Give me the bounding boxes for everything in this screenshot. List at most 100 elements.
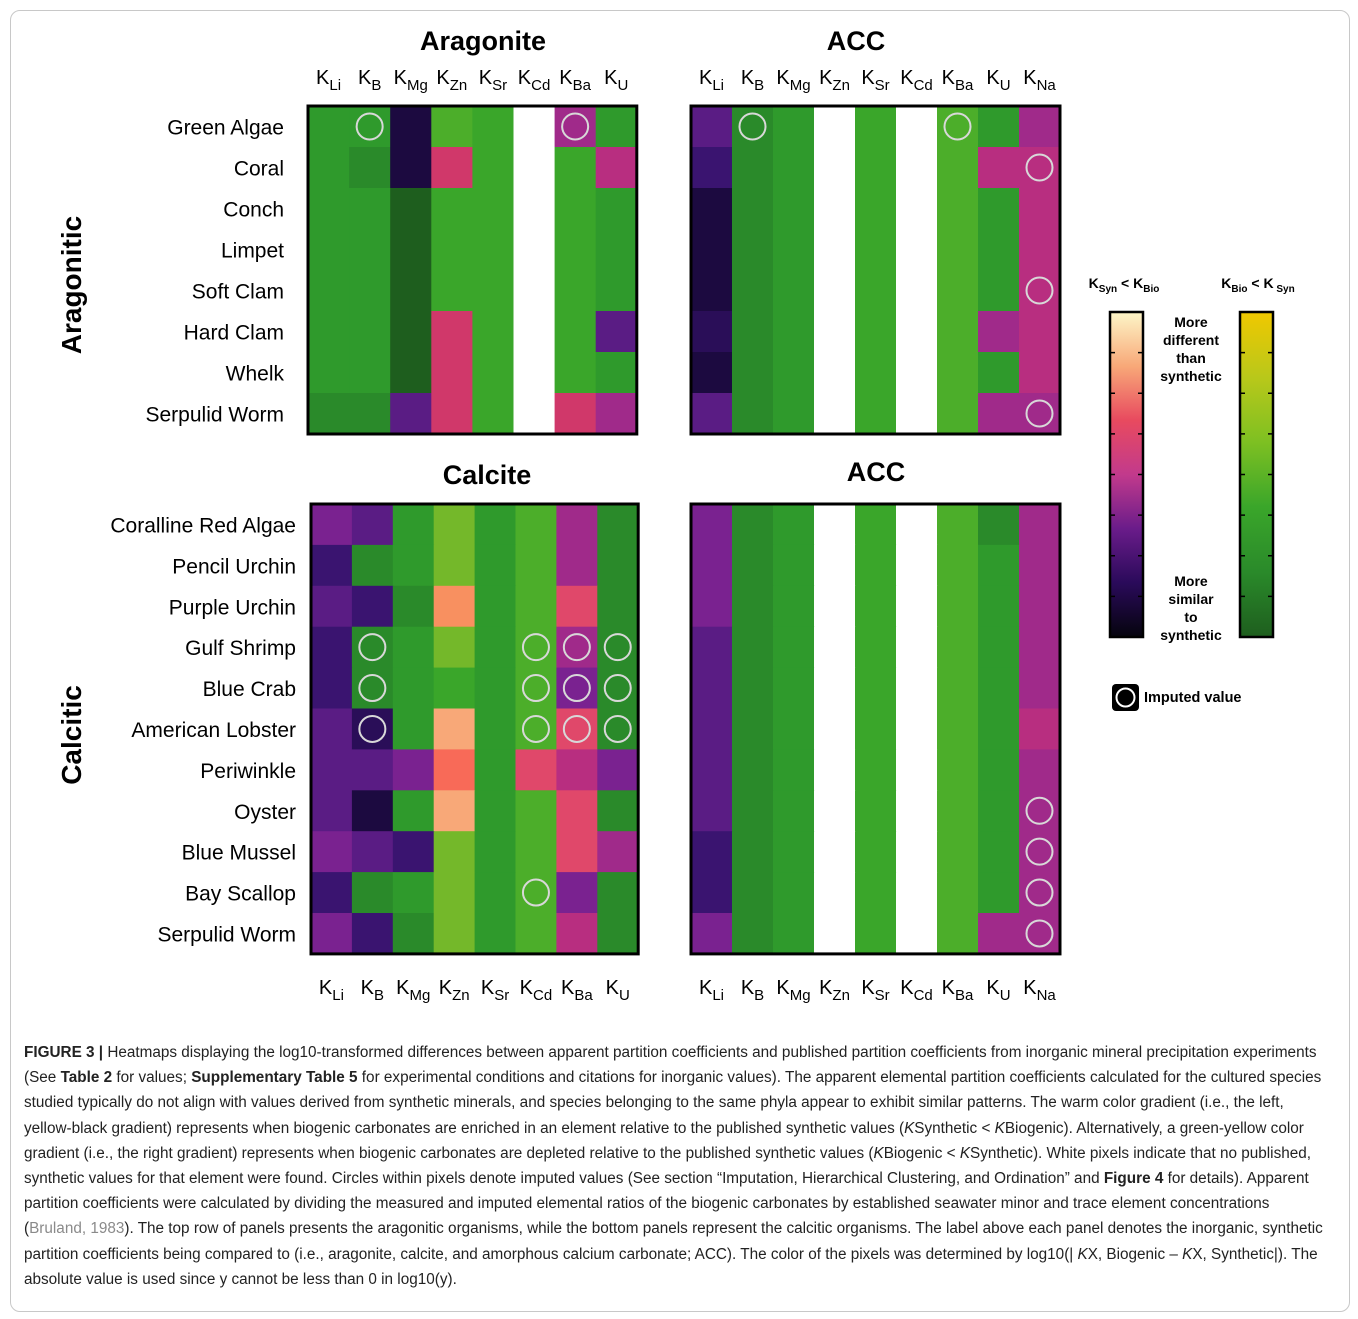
caption-text: X, Synthetic|). The absolute value is us… xyxy=(24,1245,1318,1288)
heatmap-cell xyxy=(515,585,557,628)
legend-more-similar-text: synthetic xyxy=(1160,627,1222,643)
heatmap-cell xyxy=(773,229,815,271)
heatmap-cell xyxy=(513,106,556,148)
imputed-value-circle xyxy=(358,714,387,743)
heatmap-cell xyxy=(978,270,1020,312)
heatmap-cell xyxy=(814,708,856,750)
legend-more-similar-text: to xyxy=(1184,609,1197,625)
calcite-column-label: KBa xyxy=(561,977,593,1004)
caption-text: Biogenic). Alternatively, a green-yellow… xyxy=(24,1119,1304,1162)
aragonite-column-label: KU xyxy=(604,67,628,94)
heatmap-cell xyxy=(896,352,938,394)
heatmap-cell xyxy=(732,626,774,669)
heatmap-cell xyxy=(595,270,638,312)
heatmap-cell xyxy=(390,229,432,271)
heatmap-cell xyxy=(597,749,639,791)
caption-ref-supp-table5[interactable]: Supplementary Table 5 xyxy=(191,1069,358,1087)
heatmap-cell xyxy=(937,393,979,435)
heatmap-cell xyxy=(855,393,897,435)
caption-italic-k: K xyxy=(1077,1245,1088,1263)
heatmap-cell xyxy=(474,872,517,914)
heatmap-cell xyxy=(896,708,938,750)
heatmap-cell xyxy=(595,352,638,394)
heatmap-cell xyxy=(691,749,733,791)
heatmap-cell xyxy=(691,270,733,312)
heatmap-cell xyxy=(1019,749,1061,791)
caption-text: X, Biogenic – xyxy=(1087,1245,1183,1263)
heatmap-cell xyxy=(474,667,517,710)
heatmap-cell xyxy=(855,913,897,955)
heatmap-cell xyxy=(349,106,391,148)
heatmap-cell xyxy=(855,311,897,353)
heatmap-cell xyxy=(855,147,897,189)
imputed-value-circle xyxy=(358,633,387,662)
caption-ref-figure4[interactable]: Figure 4 xyxy=(1103,1170,1164,1188)
heatmap-cell xyxy=(937,352,979,394)
heatmap-cell xyxy=(515,790,557,832)
heatmap-cell xyxy=(351,913,394,955)
heatmap-cell xyxy=(855,544,897,587)
imputed-value-circle xyxy=(562,674,591,703)
heatmap-cell xyxy=(1019,831,1061,873)
heatmap-cell xyxy=(773,708,815,750)
heatmap-cell xyxy=(978,831,1020,873)
heatmap-cell xyxy=(691,311,733,353)
heatmap-cell xyxy=(433,913,476,955)
heatmap-cell xyxy=(311,872,353,914)
heatmap-cell xyxy=(349,229,391,271)
heatmap-cell xyxy=(691,188,733,230)
caption-italic-k: K xyxy=(873,1144,884,1162)
heatmap-cell xyxy=(855,504,897,546)
heatmap-cell xyxy=(773,147,815,189)
heatmap-cell xyxy=(390,393,432,435)
imputed-value-circle xyxy=(562,714,591,743)
aragonite-column-label: KBa xyxy=(559,67,591,94)
heatmap-cell xyxy=(855,831,897,873)
acc-top-column-label: KU xyxy=(986,67,1010,94)
heatmap-cell xyxy=(1019,270,1061,312)
heatmap-cell xyxy=(814,626,856,669)
panel-title-aragonite: Aragonite xyxy=(420,26,546,56)
heatmap-cell xyxy=(814,749,856,791)
heatmap-cell xyxy=(814,270,856,312)
heatmap-cell xyxy=(392,544,435,587)
heatmap-cell xyxy=(513,352,556,394)
heatmap-cell xyxy=(556,544,598,587)
caption-ref-table2[interactable]: Table 2 xyxy=(60,1069,113,1087)
heatmap-cell xyxy=(351,585,394,628)
heatmap-cell xyxy=(814,831,856,873)
heatmap-cell xyxy=(1019,504,1061,546)
heatmap-cell xyxy=(814,311,856,353)
heatmap-cell xyxy=(937,106,979,148)
heatmap-cell xyxy=(773,585,815,628)
heatmap-cell xyxy=(351,626,394,669)
heatmap-cell xyxy=(773,790,815,832)
heatmap-cell xyxy=(595,147,638,189)
heatmap-cell xyxy=(978,147,1020,189)
calcitic-species-label: Bay Scallop xyxy=(185,883,296,906)
caption-text: for values; xyxy=(112,1069,192,1087)
heatmap-cell xyxy=(472,393,515,435)
heatmap-cell xyxy=(351,749,394,791)
heatmap-cell xyxy=(691,544,733,587)
imputed-value-circle xyxy=(1025,153,1054,182)
heatmap-cell xyxy=(554,311,597,353)
aragonite-column-label: KMg xyxy=(394,67,428,94)
heatmap-cell xyxy=(978,626,1020,669)
heatmap-cell xyxy=(311,544,353,587)
heatmap-cell xyxy=(896,831,938,873)
heatmap-cell xyxy=(515,667,557,710)
caption-citation-link[interactable]: Bruland, 1983 xyxy=(29,1220,125,1238)
heatmap-cell xyxy=(732,667,774,710)
acc-top-column-label: KSr xyxy=(861,67,889,94)
calcitic-species-label: Oyster xyxy=(234,801,296,824)
heatmap-cell xyxy=(896,106,938,148)
heatmap-cell xyxy=(431,270,473,312)
heatmap-cell xyxy=(855,749,897,791)
heatmap-cell xyxy=(1019,352,1061,394)
heatmap-cell xyxy=(978,790,1020,832)
heatmap-cell xyxy=(433,504,476,546)
heatmap-cell xyxy=(433,626,476,669)
heatmap-cell xyxy=(937,585,979,628)
caption-italic-k: K xyxy=(994,1119,1005,1137)
